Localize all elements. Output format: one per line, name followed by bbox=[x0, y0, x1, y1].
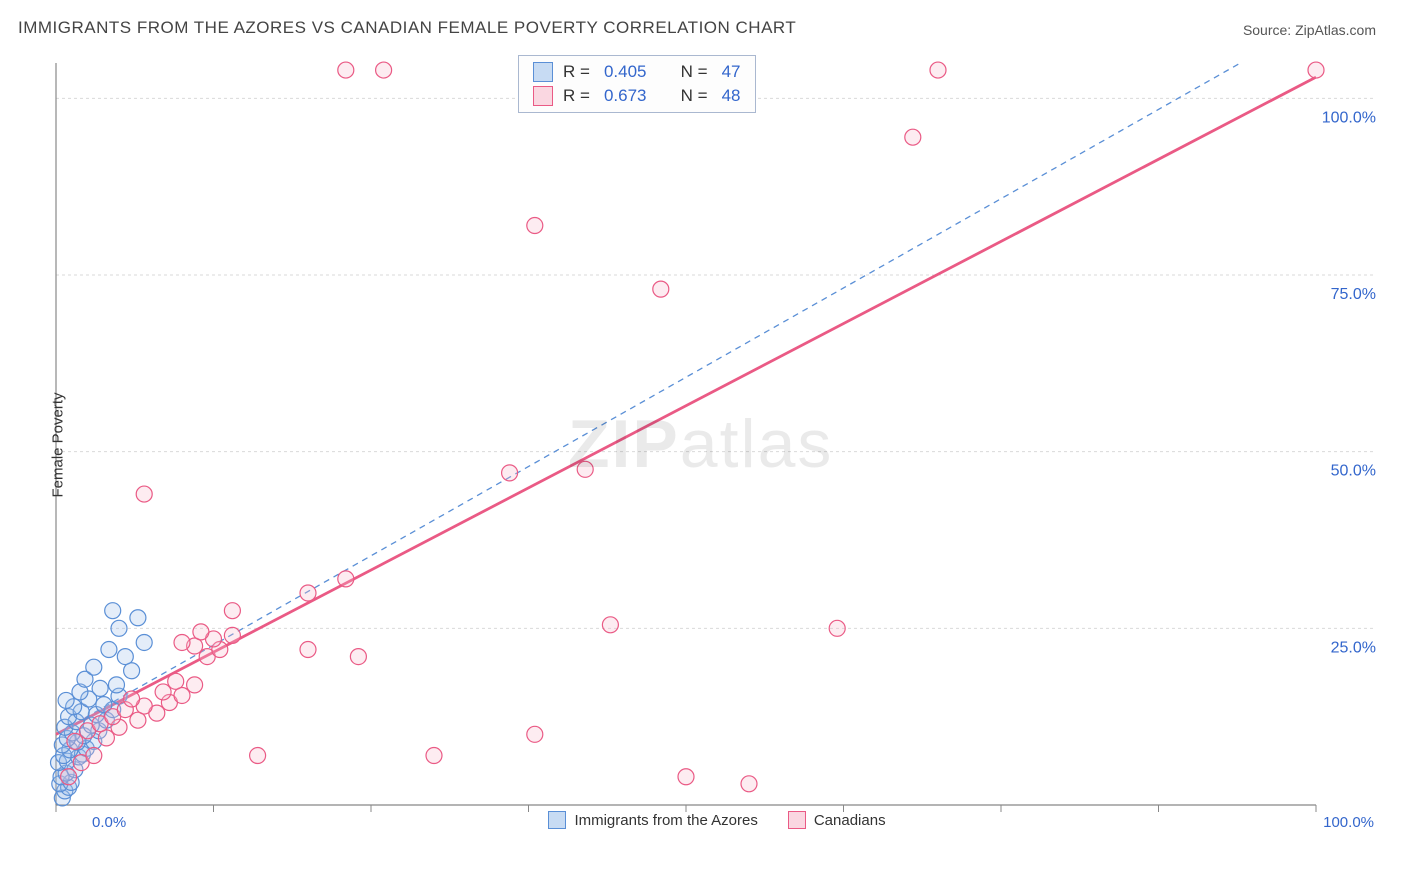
source-attribution: Source: ZipAtlas.com bbox=[1243, 22, 1376, 38]
data-point bbox=[224, 627, 240, 643]
data-point bbox=[1308, 62, 1324, 78]
legend-item: Canadians bbox=[788, 811, 886, 829]
data-point bbox=[300, 642, 316, 658]
data-point bbox=[86, 748, 102, 764]
data-point bbox=[108, 677, 124, 693]
data-point bbox=[174, 634, 190, 650]
correlation-swatch bbox=[533, 86, 553, 106]
r-value: 0.405 bbox=[604, 62, 647, 82]
r-value: 0.673 bbox=[604, 86, 647, 106]
correlation-swatch bbox=[533, 62, 553, 82]
source-link[interactable]: ZipAtlas.com bbox=[1295, 22, 1376, 38]
correlation-row: R = 0.673 N = 48 bbox=[519, 84, 755, 108]
legend-label: Canadians bbox=[814, 812, 886, 829]
data-point bbox=[67, 733, 83, 749]
data-point bbox=[930, 62, 946, 78]
data-point bbox=[58, 692, 74, 708]
data-point bbox=[168, 673, 184, 689]
data-point bbox=[61, 769, 77, 785]
data-point bbox=[350, 649, 366, 665]
data-point bbox=[250, 748, 266, 764]
n-value: 47 bbox=[722, 62, 741, 82]
data-point bbox=[426, 748, 442, 764]
correlation-row: R = 0.405 N = 47 bbox=[519, 60, 755, 84]
y-tick-label: 75.0% bbox=[1331, 286, 1376, 303]
legend-item: Immigrants from the Azores bbox=[548, 811, 757, 829]
data-point bbox=[86, 659, 102, 675]
data-point bbox=[577, 461, 593, 477]
trend-line bbox=[56, 77, 1316, 734]
data-point bbox=[193, 624, 209, 640]
data-point bbox=[376, 62, 392, 78]
data-point bbox=[187, 677, 203, 693]
data-point bbox=[502, 465, 518, 481]
r-label: R = bbox=[563, 62, 590, 82]
data-point bbox=[527, 726, 543, 742]
n-label: N = bbox=[681, 86, 708, 106]
data-point bbox=[136, 486, 152, 502]
data-point bbox=[224, 603, 240, 619]
n-value: 48 bbox=[722, 86, 741, 106]
y-tick-label: 25.0% bbox=[1331, 639, 1376, 656]
data-point bbox=[130, 610, 146, 626]
data-point bbox=[300, 585, 316, 601]
data-point bbox=[338, 571, 354, 587]
y-tick-label: 100.0% bbox=[1322, 109, 1376, 126]
chart-title: IMMIGRANTS FROM THE AZORES VS CANADIAN F… bbox=[18, 18, 796, 38]
data-point bbox=[136, 634, 152, 650]
data-point bbox=[124, 691, 140, 707]
data-point bbox=[111, 620, 127, 636]
n-label: N = bbox=[681, 62, 708, 82]
data-point bbox=[105, 603, 121, 619]
data-point bbox=[602, 617, 618, 633]
legend-swatch bbox=[788, 811, 806, 829]
data-point bbox=[829, 620, 845, 636]
scatter-chart: 25.0% 50.0% 75.0% 100.0% bbox=[48, 55, 1386, 835]
data-point bbox=[117, 649, 133, 665]
r-label: R = bbox=[563, 86, 590, 106]
y-axis-label: Female Poverty bbox=[50, 392, 67, 497]
data-point bbox=[741, 776, 757, 792]
data-point bbox=[101, 642, 117, 658]
data-point bbox=[905, 129, 921, 145]
data-point bbox=[527, 218, 543, 234]
y-tick-label: 50.0% bbox=[1331, 463, 1376, 480]
correlation-legend: R = 0.405 N = 47 R = 0.673 N = 48 bbox=[518, 55, 756, 113]
data-point bbox=[338, 62, 354, 78]
series-legend: Immigrants from the Azores Canadians bbox=[48, 811, 1386, 829]
data-point bbox=[653, 281, 669, 297]
legend-swatch bbox=[548, 811, 566, 829]
legend-label: Immigrants from the Azores bbox=[574, 812, 757, 829]
data-point bbox=[155, 684, 171, 700]
plot-area: Female Poverty 25.0%50.0%75.0%100.0% ZIP… bbox=[48, 55, 1386, 835]
data-point bbox=[678, 769, 694, 785]
data-point bbox=[92, 680, 108, 696]
source-label: Source: bbox=[1243, 22, 1295, 38]
